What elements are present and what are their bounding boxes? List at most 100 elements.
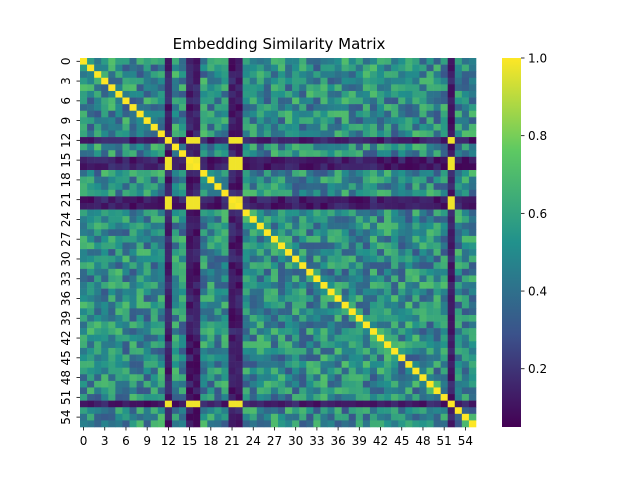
heatmap-cell	[355, 170, 364, 177]
heatmap-cell	[94, 229, 102, 237]
heatmap-cell	[285, 117, 293, 125]
heatmap-cell	[87, 301, 95, 309]
heatmap-cell	[405, 176, 413, 184]
heatmap-cell	[377, 308, 385, 316]
heatmap-cell	[348, 275, 357, 283]
heatmap-cell	[278, 301, 286, 309]
heatmap-cell	[242, 288, 251, 296]
heatmap-cell	[313, 334, 321, 342]
heatmap-cell	[200, 282, 208, 289]
heatmap-cell	[200, 104, 208, 112]
heatmap-cell	[164, 328, 173, 336]
heatmap-cell	[320, 123, 328, 131]
heatmap-cell	[391, 413, 399, 421]
heatmap-cell	[256, 143, 265, 151]
heatmap-cell	[263, 209, 272, 217]
heatmap-cell	[320, 354, 328, 362]
heatmap-cell	[468, 420, 477, 428]
heatmap-cell	[115, 308, 123, 316]
heatmap-cell	[405, 64, 413, 72]
heatmap-cell	[440, 170, 449, 177]
heatmap-cell	[256, 400, 265, 408]
heatmap-cell	[362, 367, 371, 375]
heatmap-cell	[179, 387, 187, 395]
heatmap-cell	[157, 216, 166, 224]
heatmap-cell	[150, 176, 159, 184]
heatmap-cell	[263, 130, 272, 138]
heatmap-cell	[419, 58, 427, 65]
heatmap-cell	[186, 361, 194, 368]
heatmap-cell	[320, 209, 328, 217]
heatmap-cell	[433, 407, 441, 415]
heatmap-cell	[433, 84, 441, 92]
heatmap-cell	[136, 123, 144, 131]
heatmap-cell	[228, 156, 236, 164]
heatmap-cell	[384, 229, 392, 237]
heatmap-cell	[157, 58, 166, 65]
heatmap-cell	[454, 262, 463, 270]
heatmap-cell	[320, 229, 328, 237]
heatmap-cell	[122, 222, 130, 230]
heatmap-cell	[362, 150, 371, 158]
heatmap-cell	[285, 314, 293, 322]
heatmap-cell	[179, 268, 187, 276]
heatmap-cell	[292, 209, 300, 217]
heatmap-cell	[454, 183, 463, 191]
heatmap-cell	[242, 354, 251, 362]
heatmap-cell	[369, 380, 378, 388]
heatmap-cell	[433, 58, 441, 65]
heatmap-cell	[129, 189, 137, 197]
heatmap-cell	[419, 387, 427, 395]
heatmap-cell	[94, 104, 102, 112]
heatmap-cell	[186, 374, 194, 382]
heatmap-cell	[115, 170, 123, 177]
heatmap-cell	[129, 301, 137, 309]
heatmap-cell	[214, 123, 222, 131]
heatmap-cell	[256, 420, 265, 428]
heatmap-cell	[412, 90, 420, 98]
heatmap-cell	[200, 156, 208, 164]
heatmap-cell	[398, 183, 406, 191]
heatmap-cell	[263, 394, 272, 401]
heatmap-cell	[214, 268, 222, 276]
heatmap-cell	[433, 334, 441, 342]
heatmap-cell	[270, 216, 279, 224]
heatmap-cell	[278, 400, 286, 408]
heatmap-cell	[200, 71, 208, 79]
heatmap-cell	[164, 176, 173, 184]
heatmap-cell	[313, 328, 321, 336]
heatmap-cell	[285, 328, 293, 336]
heatmap-cell	[270, 104, 279, 112]
heatmap-cell	[320, 71, 328, 79]
heatmap-cell	[334, 64, 342, 72]
heatmap-cell	[292, 308, 300, 316]
heatmap-cell	[235, 216, 243, 224]
heatmap-cell	[306, 268, 314, 276]
heatmap-cell	[115, 268, 123, 276]
x-tick-label: 27	[267, 434, 282, 448]
heatmap-cell	[377, 130, 385, 138]
heatmap-cell	[164, 407, 173, 415]
heatmap-cell	[433, 347, 441, 355]
heatmap-cell	[242, 328, 251, 336]
heatmap-cell	[384, 58, 392, 65]
heatmap-cell	[157, 354, 166, 362]
heatmap-cell	[412, 308, 420, 316]
heatmap-cell	[412, 137, 420, 144]
heatmap-cell	[398, 189, 406, 197]
heatmap-cell	[306, 321, 314, 329]
heatmap-cell	[461, 156, 470, 164]
heatmap-cell	[214, 117, 222, 125]
heatmap-cell	[157, 104, 166, 112]
heatmap-cell	[263, 275, 272, 283]
heatmap-cell	[327, 189, 335, 197]
heatmap-cell	[377, 380, 385, 388]
heatmap-cell	[419, 301, 427, 309]
heatmap-cell	[299, 216, 307, 224]
heatmap-cell	[412, 354, 420, 362]
heatmap-cell	[270, 58, 279, 65]
heatmap-cell	[256, 380, 265, 388]
heatmap-cell	[447, 189, 456, 197]
heatmap-cell	[468, 400, 477, 408]
heatmap-cell	[454, 176, 463, 184]
